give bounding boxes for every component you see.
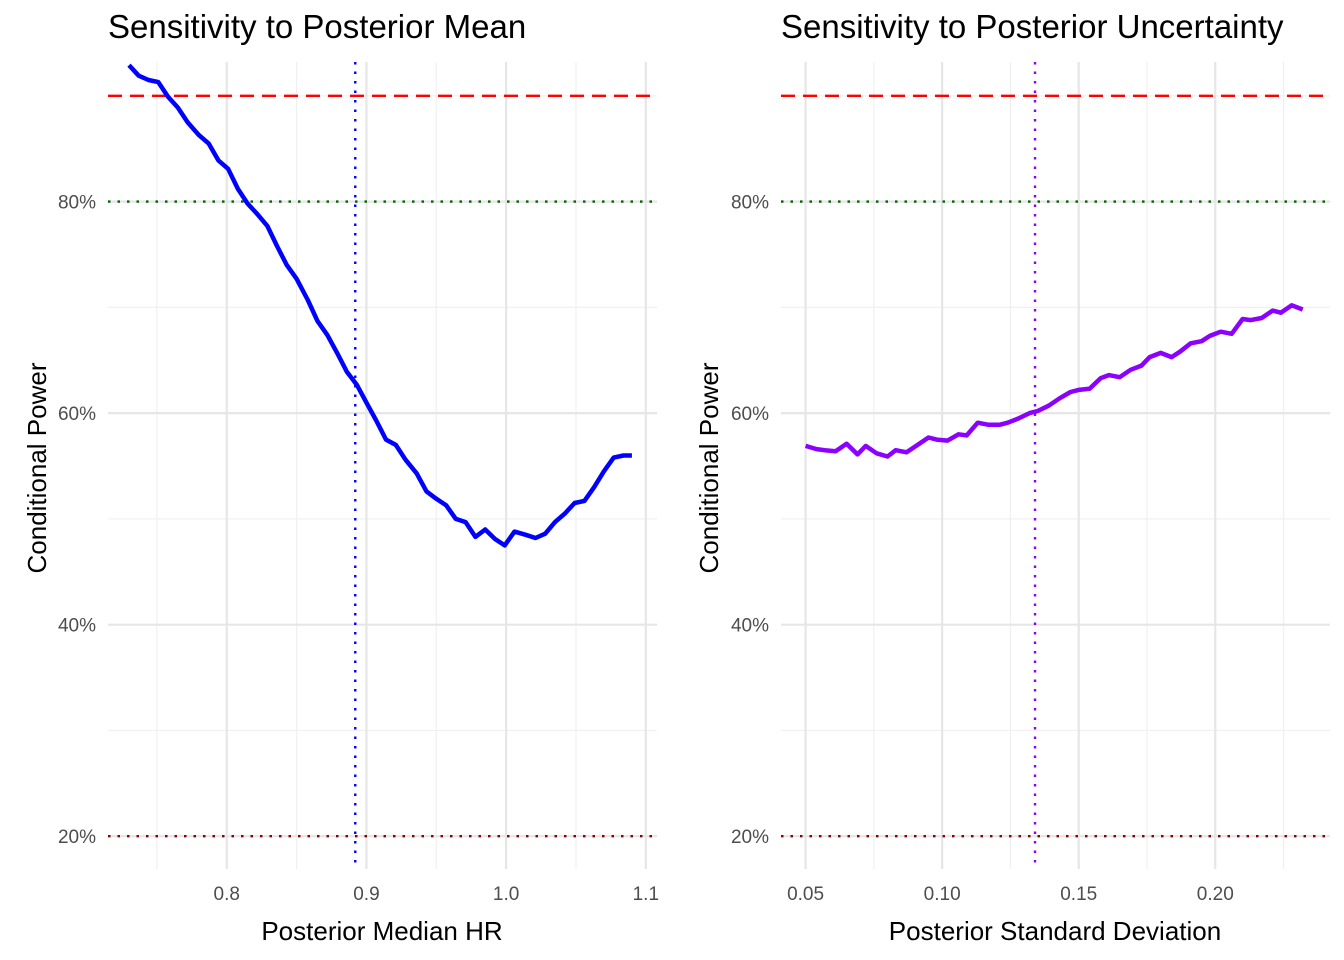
plot-area: 20% 40% 60% 80% 0.8 0.9 1.0 1.1 xyxy=(58,62,659,905)
y-axis-title: Conditional Power xyxy=(22,362,52,573)
x-tick-label: 0.20 xyxy=(1197,884,1234,905)
y-tick-label: 40% xyxy=(58,616,96,637)
panel-title: Sensitivity to Posterior Mean xyxy=(108,8,526,45)
y-tick-label: 20% xyxy=(731,827,769,848)
x-tick-label: 0.9 xyxy=(353,884,379,905)
x-tick-label: 0.10 xyxy=(924,884,961,905)
x-tick-label: 0.15 xyxy=(1060,884,1097,905)
y-axis-title: Conditional Power xyxy=(694,362,724,573)
x-tick-label: 0.8 xyxy=(214,884,240,905)
y-tick-label: 60% xyxy=(731,404,769,425)
panel-title: Sensitivity to Posterior Uncertainty xyxy=(781,8,1284,45)
x-tick-label: 0.05 xyxy=(787,884,824,905)
x-tick-label: 1.1 xyxy=(633,884,659,905)
y-tick-label: 40% xyxy=(731,616,769,637)
x-tick-label: 1.0 xyxy=(493,884,519,905)
x-axis-title: Posterior Standard Deviation xyxy=(889,916,1221,946)
y-tick-label: 60% xyxy=(58,404,96,425)
x-axis-title: Posterior Median HR xyxy=(261,916,502,946)
y-tick-label: 80% xyxy=(731,193,769,214)
series-line xyxy=(804,303,1304,459)
panel-posterior-mean: Sensitivity to Posterior Mean Posterior … xyxy=(22,8,659,946)
series-line xyxy=(127,63,632,548)
y-tick-label: 20% xyxy=(58,827,96,848)
y-tick-label: 80% xyxy=(58,193,96,214)
panel-posterior-uncertainty: Sensitivity to Posterior Uncertainty Pos… xyxy=(694,8,1330,946)
plot-area: 20% 40% 60% 80% 0.05 0.10 0.15 0.20 xyxy=(731,62,1330,905)
